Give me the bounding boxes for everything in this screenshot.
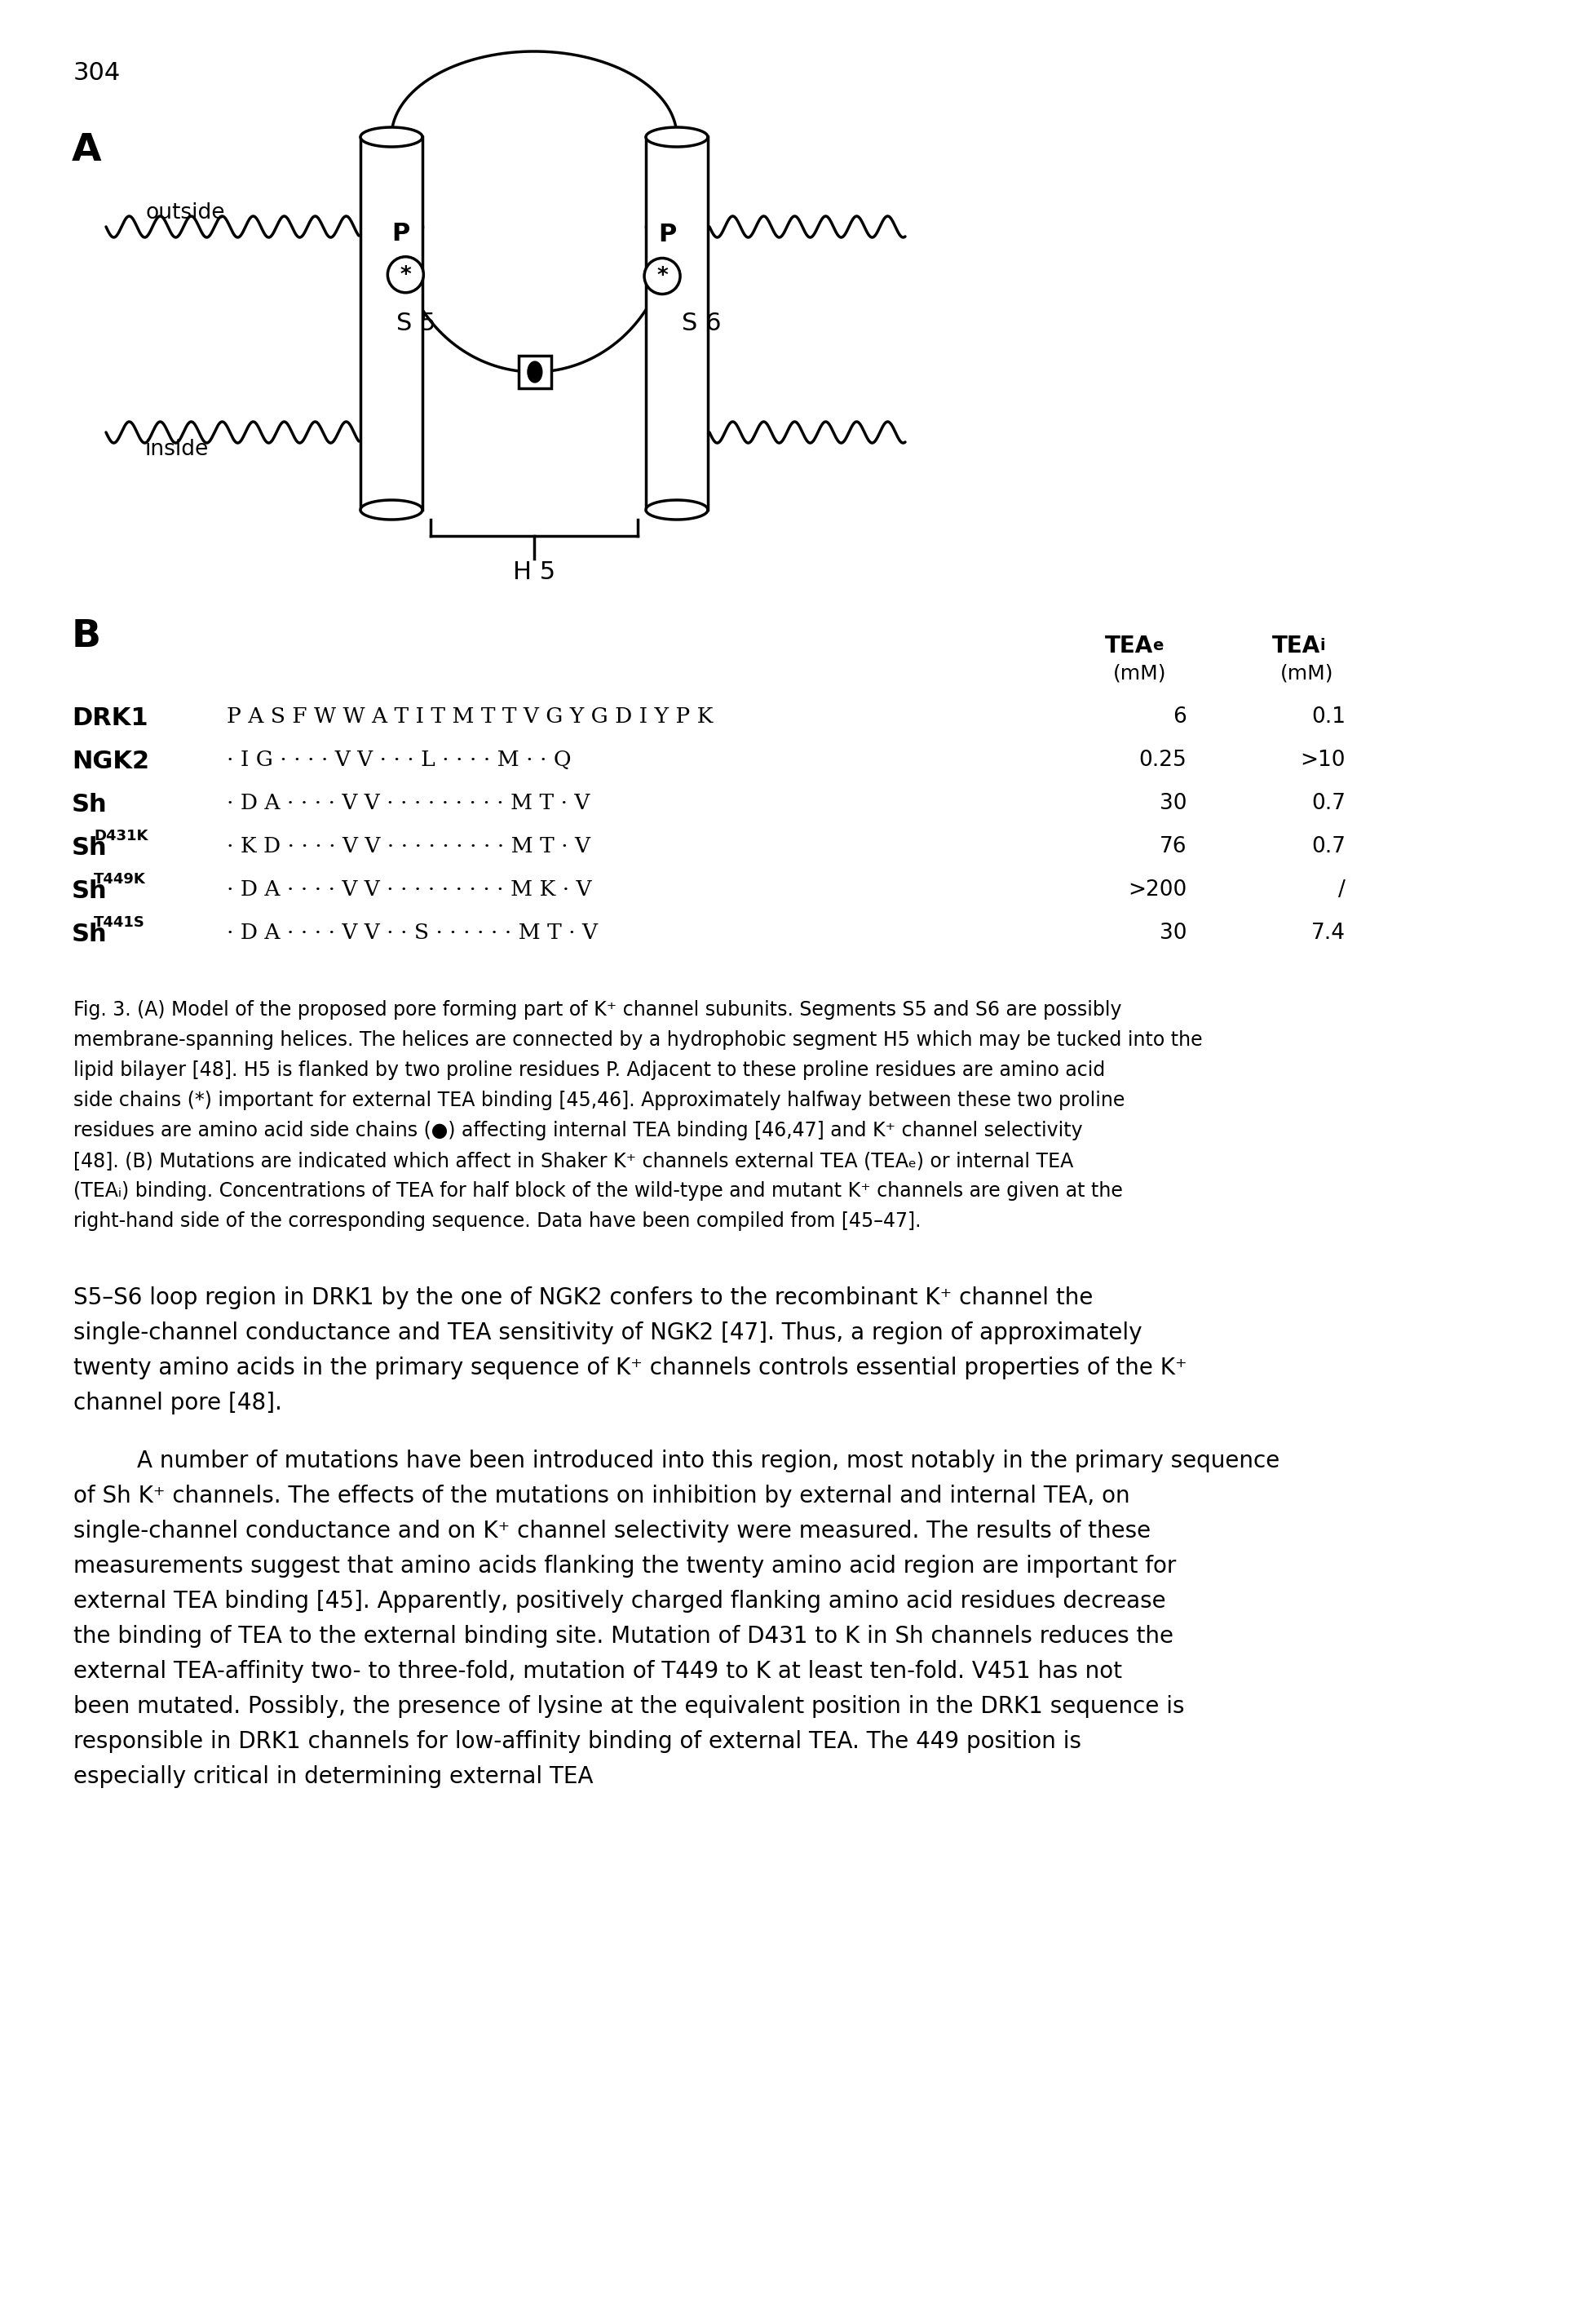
Text: A number of mutations have been introduced into this region, most notably in the: A number of mutations have been introduc… [137, 1450, 1279, 1473]
Text: inside: inside [145, 439, 208, 460]
Text: D431K: D431K [94, 830, 148, 844]
Polygon shape [646, 128, 708, 146]
Text: Sh: Sh [72, 878, 107, 904]
Text: 30: 30 [1160, 792, 1187, 813]
Text: P: P [659, 223, 676, 246]
Text: the binding of TEA to the external binding site. Mutation of D431 to K in Sh cha: the binding of TEA to the external bindi… [73, 1624, 1174, 1648]
Text: · D A · · · · V V · · S · · · · · · M T · V: · D A · · · · V V · · S · · · · · · M T … [226, 923, 598, 944]
Text: lipid bilayer [48]. H5 is flanked by two proline residues P. Adjacent to these p: lipid bilayer [48]. H5 is flanked by two… [73, 1060, 1106, 1081]
Text: 6: 6 [1173, 706, 1187, 727]
Text: S5–S6 loop region in DRK1 by the one of NGK2 confers to the recombinant K⁺ chann: S5–S6 loop region in DRK1 by the one of … [73, 1287, 1093, 1308]
Polygon shape [361, 128, 423, 146]
Bar [361, 137, 423, 509]
Text: TEA: TEA [1106, 634, 1153, 658]
Text: 30: 30 [1160, 923, 1187, 944]
Text: right-hand side of the corresponding sequence. Data have been compiled from [45–: right-hand side of the corresponding seq… [73, 1211, 921, 1232]
Text: single-channel conductance and on K⁺ channel selectivity were measured. The resu: single-channel conductance and on K⁺ cha… [73, 1520, 1150, 1543]
Text: T441S: T441S [94, 916, 145, 930]
Text: 7.4: 7.4 [1311, 923, 1346, 944]
Bar [519, 356, 550, 388]
Text: e: e [1152, 637, 1163, 653]
Text: *: * [657, 267, 668, 288]
Text: B: B [72, 618, 102, 655]
Bar [646, 137, 708, 509]
Text: P A S F W W A T I T M T T V G Y G D I Y P K: P A S F W W A T I T M T T V G Y G D I Y … [226, 706, 713, 727]
Text: (mM): (mM) [1281, 665, 1333, 683]
Circle shape [644, 258, 681, 295]
Text: side chains (*) important for external TEA binding [45,46]. Approximately halfwa: side chains (*) important for external T… [73, 1090, 1125, 1111]
Text: twenty amino acids in the primary sequence of K⁺ channels controls essential pro: twenty amino acids in the primary sequen… [73, 1357, 1187, 1380]
Text: · K D · · · · V V · · · · · · · · · M T · V: · K D · · · · V V · · · · · · · · · M T … [226, 837, 590, 858]
Text: · I G · · · · V V · · · L · · · · M · · Q: · I G · · · · V V · · · L · · · · M · · … [226, 751, 571, 769]
Text: Sh: Sh [72, 923, 107, 946]
Text: 304: 304 [73, 60, 121, 86]
Text: · D A · · · · V V · · · · · · · · · M K · V: · D A · · · · V V · · · · · · · · · M K … [226, 878, 592, 899]
Text: H 5: H 5 [512, 560, 555, 583]
Text: outside: outside [145, 202, 224, 223]
Text: external TEA-affinity two- to three-fold, mutation of T449 to K at least ten-fol: external TEA-affinity two- to three-fold… [73, 1659, 1122, 1683]
Text: >200: >200 [1128, 878, 1187, 902]
Text: channel pore [48].: channel pore [48]. [73, 1392, 282, 1415]
Text: 76: 76 [1160, 837, 1187, 858]
Text: · D A · · · · V V · · · · · · · · · M T · V: · D A · · · · V V · · · · · · · · · M T … [226, 792, 590, 813]
Text: of Sh K⁺ channels. The effects of the mutations on inhibition by external and in: of Sh K⁺ channels. The effects of the mu… [73, 1485, 1130, 1508]
Text: 0.1: 0.1 [1311, 706, 1346, 727]
Text: Sh: Sh [72, 837, 107, 860]
Text: Sh: Sh [72, 792, 107, 816]
Ellipse shape [527, 360, 543, 383]
Text: (TEAᵢ) binding. Concentrations of TEA for half block of the wild-type and mutant: (TEAᵢ) binding. Concentrations of TEA fo… [73, 1181, 1123, 1202]
Text: single-channel conductance and TEA sensitivity of NGK2 [47]. Thus, a region of a: single-channel conductance and TEA sensi… [73, 1322, 1142, 1343]
Text: external TEA binding [45]. Apparently, positively charged flanking amino acid re: external TEA binding [45]. Apparently, p… [73, 1590, 1166, 1613]
Text: residues are amino acid side chains (●) affecting internal TEA binding [46,47] a: residues are amino acid side chains (●) … [73, 1120, 1082, 1141]
Text: T449K: T449K [94, 872, 146, 888]
Text: [48]. (B) Mutations are indicated which affect in Shaker K⁺ channels external TE: [48]. (B) Mutations are indicated which … [73, 1150, 1074, 1171]
Text: been mutated. Possibly, the presence of lysine at the equivalent position in the: been mutated. Possibly, the presence of … [73, 1694, 1184, 1717]
Text: responsible in DRK1 channels for low-affinity binding of external TEA. The 449 p: responsible in DRK1 channels for low-aff… [73, 1729, 1082, 1752]
Text: A: A [72, 132, 102, 170]
Text: NGK2: NGK2 [72, 751, 150, 774]
Circle shape [388, 256, 423, 293]
Text: DRK1: DRK1 [72, 706, 148, 730]
Text: (mM): (mM) [1114, 665, 1166, 683]
Text: 0.7: 0.7 [1311, 837, 1346, 858]
Text: 0.25: 0.25 [1139, 751, 1187, 772]
Text: >10: >10 [1300, 751, 1346, 772]
Text: measurements suggest that amino acids flanking the twenty amino acid region are : measurements suggest that amino acids fl… [73, 1555, 1176, 1578]
Text: S 5: S 5 [396, 311, 436, 335]
Text: especially critical in determining external TEA: especially critical in determining exter… [73, 1766, 593, 1787]
Text: membrane-spanning helices. The helices are connected by a hydrophobic segment H5: membrane-spanning helices. The helices a… [73, 1030, 1203, 1050]
Text: 0.7: 0.7 [1311, 792, 1346, 813]
Text: Fig. 3. (A) Model of the proposed pore forming part of K⁺ channel subunits. Segm: Fig. 3. (A) Model of the proposed pore f… [73, 999, 1122, 1020]
Polygon shape [646, 500, 708, 521]
Text: /: / [1338, 878, 1346, 902]
Text: i: i [1319, 637, 1325, 653]
Text: S 6: S 6 [681, 311, 721, 335]
Text: TEA: TEA [1273, 634, 1321, 658]
Polygon shape [361, 500, 423, 521]
Text: *: * [399, 265, 410, 286]
Text: P: P [391, 221, 410, 246]
